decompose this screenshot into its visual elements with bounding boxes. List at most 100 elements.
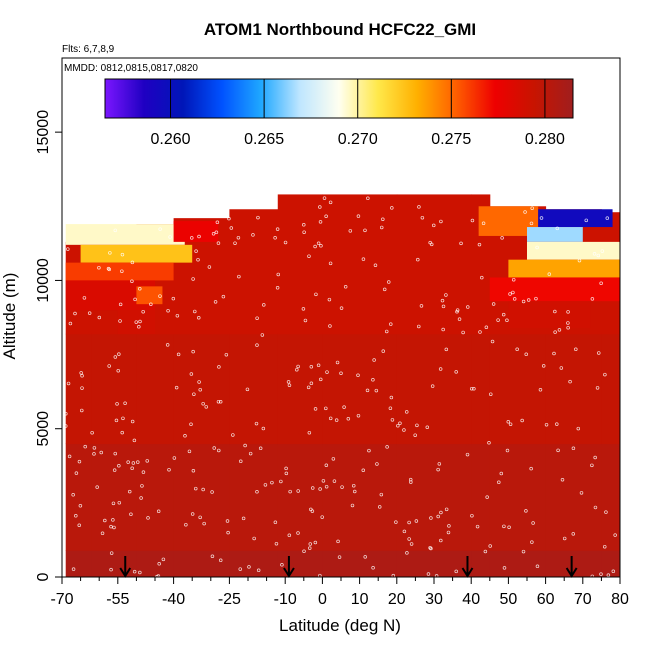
observation-point: [198, 515, 202, 520]
curtain-cell: [396, 333, 472, 445]
observation-point: [390, 206, 394, 210]
curtain-anomaly: [117, 310, 155, 334]
observation-point: [308, 542, 313, 546]
observation-point: [374, 388, 379, 393]
curtain-anomaly: [173, 221, 219, 242]
observation-point: [375, 462, 379, 466]
observation-point: [64, 411, 68, 416]
observation-point: [384, 329, 389, 334]
observation-point: [113, 355, 118, 359]
observation-point: [541, 364, 546, 368]
flight-marker-arrow: [565, 556, 578, 578]
observation-point: [544, 422, 549, 427]
observation-point: [141, 309, 145, 314]
observation-point: [126, 460, 130, 464]
curtain-cell: [65, 443, 93, 551]
observation-point: [557, 328, 562, 332]
observation-point: [502, 524, 506, 529]
observation-point: [568, 379, 572, 384]
observation-point: [95, 485, 99, 489]
observation-point: [416, 257, 420, 262]
observation-point: [191, 349, 195, 354]
curtain-cell: [322, 333, 398, 445]
observation-point: [107, 364, 111, 368]
observation-point: [197, 234, 201, 239]
observation-point: [161, 557, 166, 562]
curtain-cell: [173, 443, 230, 551]
observation-point: [184, 522, 188, 527]
observation-point: [132, 438, 137, 443]
observation-point: [574, 347, 578, 352]
observation-point: [351, 483, 356, 488]
observation-point: [109, 567, 113, 572]
observation-point: [348, 229, 353, 233]
observation-point: [109, 551, 114, 555]
observation-point: [429, 516, 433, 520]
observation-point: [207, 265, 212, 269]
observation-point: [171, 296, 176, 301]
observation-points: [63, 196, 617, 577]
observation-point: [515, 347, 519, 352]
observation-point: [414, 519, 419, 523]
observation-point: [566, 321, 570, 325]
observation-point: [287, 533, 292, 538]
observation-point: [260, 333, 265, 337]
observation-point: [356, 373, 360, 378]
observation-point: [113, 228, 118, 233]
observation-point: [111, 501, 116, 506]
observation-point: [92, 452, 96, 456]
observation-point: [371, 566, 375, 570]
observation-point: [556, 448, 560, 453]
observation-point: [197, 380, 201, 384]
curtain-cell: [396, 443, 472, 551]
observation-point: [461, 330, 465, 335]
observation-point: [475, 524, 480, 529]
x-tick-label: 30: [425, 591, 443, 608]
observation-point: [130, 466, 134, 471]
curtain-cell: [136, 443, 175, 551]
observation-point: [216, 241, 221, 245]
observation-point: [470, 513, 474, 518]
observation-point: [117, 500, 122, 505]
observation-point: [313, 244, 317, 249]
observation-point: [307, 430, 312, 435]
observation-point: [434, 574, 439, 577]
observation-point: [488, 544, 492, 548]
observation-point: [210, 490, 214, 494]
curtain-anomaly: [65, 262, 174, 281]
observation-point: [233, 241, 237, 245]
observation-point: [391, 573, 396, 577]
observation-point: [566, 325, 570, 330]
observation-point: [280, 563, 284, 567]
observation-point: [77, 459, 82, 464]
observation-point: [107, 267, 112, 272]
observation-point: [324, 463, 329, 468]
curtain-cell: [601, 550, 620, 577]
observation-point: [156, 509, 161, 514]
observation-point: [307, 546, 312, 550]
observation-point: [602, 544, 607, 549]
observation-point: [506, 420, 511, 424]
observation-point: [295, 367, 299, 372]
observation-point: [521, 299, 526, 304]
observation-point: [371, 378, 375, 382]
observation-point: [373, 263, 378, 267]
observation-point: [381, 217, 385, 221]
observation-point: [256, 568, 261, 573]
observation-point: [156, 574, 161, 577]
observation-point: [197, 316, 201, 320]
colorbar: 0.260 0.265 0.270 0.275 0.280: [104, 78, 574, 148]
observation-point: [477, 242, 482, 247]
observation-point: [524, 352, 528, 357]
y-axis: 0 5000 10000 15000: [35, 110, 62, 581]
observation-point: [302, 230, 306, 234]
observation-point: [320, 515, 324, 519]
observation-point: [189, 422, 193, 427]
observation-point: [254, 421, 259, 426]
observation-point: [441, 304, 446, 309]
observation-point: [596, 253, 601, 258]
observation-point: [327, 297, 332, 302]
observation-point: [521, 549, 526, 554]
observation-point: [79, 371, 83, 375]
